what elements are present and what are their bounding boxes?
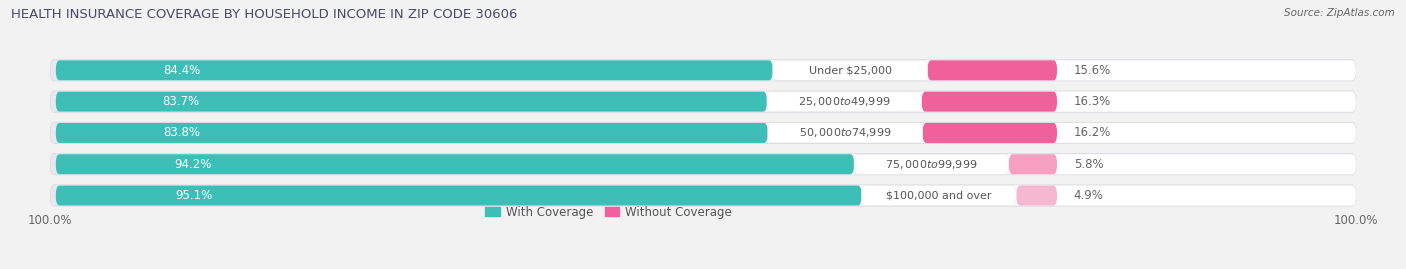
FancyBboxPatch shape [862, 186, 1017, 206]
FancyBboxPatch shape [928, 60, 1057, 80]
FancyBboxPatch shape [56, 154, 853, 174]
FancyBboxPatch shape [51, 154, 1355, 175]
FancyBboxPatch shape [56, 123, 1355, 143]
Text: 15.6%: 15.6% [1074, 64, 1111, 77]
FancyBboxPatch shape [1010, 154, 1057, 174]
Text: 94.2%: 94.2% [174, 158, 211, 171]
Text: $25,000 to $49,999: $25,000 to $49,999 [799, 95, 890, 108]
Text: $75,000 to $99,999: $75,000 to $99,999 [886, 158, 977, 171]
Legend: With Coverage, Without Coverage: With Coverage, Without Coverage [481, 201, 737, 223]
FancyBboxPatch shape [51, 91, 1355, 112]
Text: 4.9%: 4.9% [1074, 189, 1104, 202]
FancyBboxPatch shape [51, 185, 1355, 206]
Text: 95.1%: 95.1% [174, 189, 212, 202]
FancyBboxPatch shape [51, 122, 1355, 144]
Text: 100.0%: 100.0% [1333, 214, 1378, 227]
Text: Under $25,000: Under $25,000 [808, 65, 891, 75]
Text: $100,000 and over: $100,000 and over [886, 190, 991, 200]
Text: 16.2%: 16.2% [1074, 126, 1111, 139]
FancyBboxPatch shape [922, 92, 1057, 112]
FancyBboxPatch shape [56, 92, 1355, 112]
FancyBboxPatch shape [766, 92, 922, 112]
FancyBboxPatch shape [56, 154, 1355, 174]
Text: 83.7%: 83.7% [163, 95, 200, 108]
FancyBboxPatch shape [768, 123, 922, 143]
Text: HEALTH INSURANCE COVERAGE BY HOUSEHOLD INCOME IN ZIP CODE 30606: HEALTH INSURANCE COVERAGE BY HOUSEHOLD I… [11, 8, 517, 21]
FancyBboxPatch shape [56, 186, 1355, 206]
Text: 84.4%: 84.4% [163, 64, 201, 77]
Text: $50,000 to $74,999: $50,000 to $74,999 [799, 126, 891, 139]
FancyBboxPatch shape [922, 123, 1057, 143]
FancyBboxPatch shape [56, 60, 1355, 80]
FancyBboxPatch shape [51, 60, 1355, 81]
Text: 83.8%: 83.8% [163, 126, 200, 139]
Text: 16.3%: 16.3% [1074, 95, 1111, 108]
FancyBboxPatch shape [56, 123, 768, 143]
Text: 100.0%: 100.0% [28, 214, 73, 227]
FancyBboxPatch shape [773, 60, 928, 80]
FancyBboxPatch shape [56, 92, 766, 112]
FancyBboxPatch shape [853, 154, 1010, 174]
Text: 5.8%: 5.8% [1074, 158, 1104, 171]
Text: Source: ZipAtlas.com: Source: ZipAtlas.com [1284, 8, 1395, 18]
FancyBboxPatch shape [56, 186, 862, 206]
FancyBboxPatch shape [56, 60, 773, 80]
FancyBboxPatch shape [1017, 186, 1057, 206]
